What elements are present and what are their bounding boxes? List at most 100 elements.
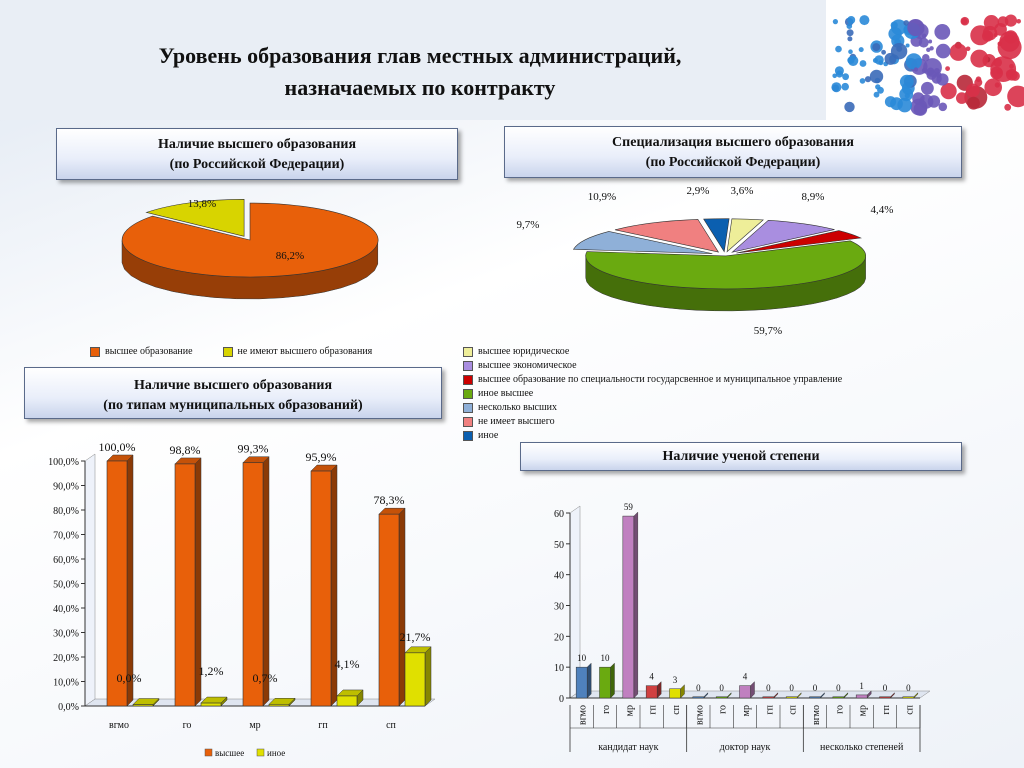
logo-dot xyxy=(905,43,910,48)
x-tick-label: гп xyxy=(881,704,892,714)
legend-item: не имеют высшего образования xyxy=(222,345,373,359)
logo-dot xyxy=(970,25,991,46)
logo-dot xyxy=(847,16,856,24)
legend-item: высшее образование по специальности госу… xyxy=(463,373,1023,387)
logo-dot xyxy=(869,69,884,84)
logo-dot xyxy=(903,20,909,26)
logo-dot xyxy=(899,74,914,89)
legend-swatch xyxy=(90,347,100,357)
logo-dot xyxy=(884,52,897,65)
bar-data-label: 0 xyxy=(906,683,911,693)
bar1-title-box: Наличие высшего образования (по типам му… xyxy=(24,367,442,419)
bar-data-label: 4 xyxy=(743,672,748,682)
logo-dot xyxy=(996,68,1003,75)
pie-data-label: 2,9% xyxy=(687,185,710,197)
bar xyxy=(645,685,658,699)
logo-dot xyxy=(967,96,980,110)
logo-dot xyxy=(934,24,951,40)
bar xyxy=(692,696,705,699)
legend-item: иное xyxy=(463,429,1023,443)
axis-wall xyxy=(84,453,96,707)
x-tick-label: сп xyxy=(904,704,915,714)
bar-side xyxy=(398,507,406,707)
logo-dot xyxy=(873,91,880,98)
logo-dot xyxy=(884,96,897,108)
y-tick-label: 100,0% xyxy=(48,457,79,468)
logo-dot xyxy=(848,49,853,54)
bar-data-label: 0 xyxy=(789,683,794,693)
logo-dot xyxy=(997,16,1009,28)
bar-data-label: 0,7% xyxy=(253,671,278,685)
legend-swatch xyxy=(256,748,265,757)
y-tick-label: 10 xyxy=(554,663,564,674)
bar-side xyxy=(610,662,615,699)
bar-data-label: 78,3% xyxy=(374,493,405,507)
pie-data-label: 4,4% xyxy=(871,204,894,216)
logo-dot xyxy=(846,23,853,30)
legend-label: не имеют высшего образования xyxy=(237,346,373,357)
logo-dot xyxy=(1009,63,1014,69)
logo-dot xyxy=(956,92,968,104)
legend-swatch xyxy=(463,417,473,427)
y-tick-label: 60 xyxy=(554,509,564,520)
bar-side xyxy=(126,454,134,707)
pie2-title-box: Специализация высшего образования (по Ро… xyxy=(504,126,962,178)
pie-slice xyxy=(572,231,713,254)
logo-dot xyxy=(835,45,842,53)
logo-dot xyxy=(994,82,1000,88)
y-tick-label: 50 xyxy=(554,540,564,551)
bar-data-label: 0 xyxy=(883,683,888,693)
bar-data-label: 1,2% xyxy=(199,664,224,678)
logo-dot xyxy=(878,60,884,66)
legend-item: высшее образование xyxy=(90,345,193,359)
logo-dot xyxy=(922,54,930,62)
bar-side xyxy=(262,456,270,707)
bar xyxy=(599,666,611,699)
bar xyxy=(268,703,290,707)
bar-data-label: 0,0% xyxy=(117,671,142,685)
x-tick-label: мр xyxy=(624,705,635,716)
y-tick-label: 90,0% xyxy=(53,482,79,493)
legend-swatch xyxy=(204,748,213,757)
logo-dot xyxy=(859,15,870,26)
legend-item: иное высшее xyxy=(463,387,1023,401)
legend-swatch xyxy=(463,431,473,441)
pie-slice xyxy=(121,202,379,278)
logo-dot xyxy=(935,43,951,59)
y-tick-label: 60,0% xyxy=(53,555,79,566)
x-tick-label: мр xyxy=(858,705,869,716)
x-tick-label: вгмо xyxy=(811,705,822,725)
bar-data-label: 3 xyxy=(673,675,678,685)
logo-dot xyxy=(1010,71,1020,81)
logo-dot xyxy=(1004,103,1012,111)
bar-data-label: 10 xyxy=(601,653,611,663)
legend-label: несколько высших xyxy=(478,402,558,413)
legend-item: высшее экономическое xyxy=(463,359,1023,373)
x-tick-label: вгмо xyxy=(109,720,129,731)
logo-dot xyxy=(1007,85,1024,108)
pie-slice xyxy=(614,219,720,253)
x-tick-label: сп xyxy=(788,704,799,714)
logo-dot xyxy=(966,83,980,98)
y-tick-label: 0,0% xyxy=(58,702,79,713)
logo-dot xyxy=(847,36,853,42)
logo-dot xyxy=(923,58,942,77)
logo-dot xyxy=(844,101,855,113)
bar-data-label: 10 xyxy=(577,653,587,663)
legend-label: не имеет высшего xyxy=(478,416,555,427)
logo-dot xyxy=(858,47,864,53)
bar xyxy=(669,688,681,699)
y-tick-label: 20,0% xyxy=(53,653,79,664)
y-tick-label: 10,0% xyxy=(53,678,79,689)
logo-dot xyxy=(832,19,838,25)
bar xyxy=(809,696,821,699)
logo-dot xyxy=(997,35,1022,60)
logo-dot xyxy=(832,73,837,79)
logo-dot xyxy=(905,53,922,70)
bar xyxy=(879,696,891,699)
logo-dot xyxy=(877,86,884,94)
x-tick-label: гп xyxy=(764,704,775,714)
bar xyxy=(404,652,426,707)
bar xyxy=(378,513,400,707)
logo-dot xyxy=(921,81,934,95)
